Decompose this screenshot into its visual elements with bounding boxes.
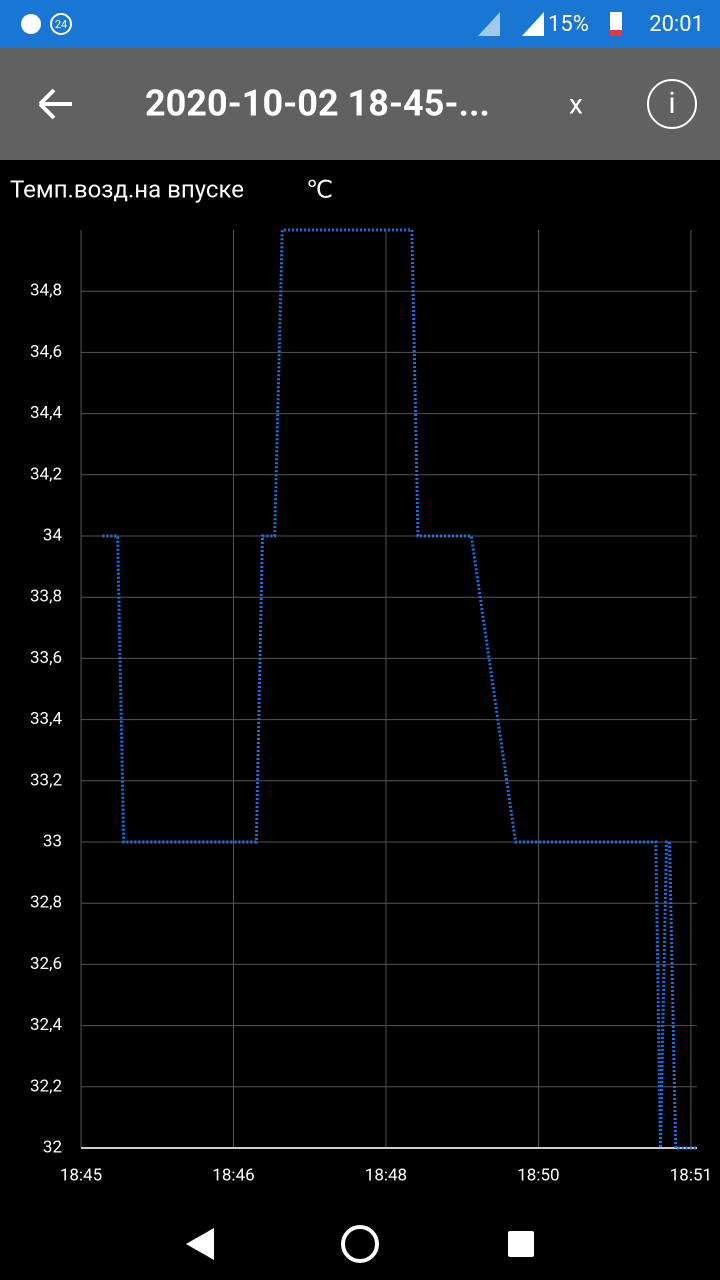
y-tick-label: 32,4 [30,1015,62,1035]
y-tick-label: 33,2 [30,770,62,790]
y-tick-label: 32,2 [30,1076,62,1096]
info-button[interactable] [647,79,697,129]
badge-text: 24 [55,18,67,31]
clock: 20:01 [649,12,704,37]
nav-recent[interactable] [508,1231,534,1257]
y-tick-label: 34,4 [30,403,62,423]
back-button[interactable] [38,88,72,120]
y-tick-label: 32,8 [30,893,62,913]
battery-percent: 15% [548,12,589,37]
x-tick-label: 18:51 [670,1165,712,1185]
y-tick-label: 32 [43,1137,62,1157]
battery-level [610,30,622,36]
y-tick-label: 34,2 [30,464,62,484]
y-tick-label: 33,8 [30,587,62,607]
x-tick-label: 18:48 [365,1165,407,1185]
y-tick-label: 33,4 [30,709,62,729]
y-tick-label: 34 [43,525,63,545]
app-bar [0,48,720,160]
x-tick-label: 18:45 [60,1165,102,1185]
app-title: 2020-10-02 18-45-... [145,83,490,125]
x-tick-label: 18:46 [212,1165,254,1185]
y-tick-label: 34,8 [30,281,62,301]
y-tick-label: 34,6 [30,342,62,362]
chart-title: Темп.возд.на впуске [10,175,244,203]
status-bar [0,0,720,48]
y-tick-label: 33 [43,831,62,851]
info-text: i [668,86,675,121]
badge-ring [50,13,72,35]
plot: 32 32,2 32,4 32,6 32,8 33 33,2 33,4 33,6 33,8 34 34… [30,228,712,1185]
close-button[interactable]: x [569,87,583,120]
chart-unit: ℃ [306,175,333,203]
y-tick-label: 33,6 [30,648,62,668]
phone-icon [21,14,41,34]
signal-icon-2 [522,12,544,36]
x-tick-label: 18:50 [517,1165,559,1185]
y-tick-label: 32,6 [30,954,62,974]
nav-back[interactable] [186,1228,214,1260]
data-line [102,228,697,1150]
nav-home[interactable] [341,1225,379,1263]
signal-icon [478,12,500,36]
